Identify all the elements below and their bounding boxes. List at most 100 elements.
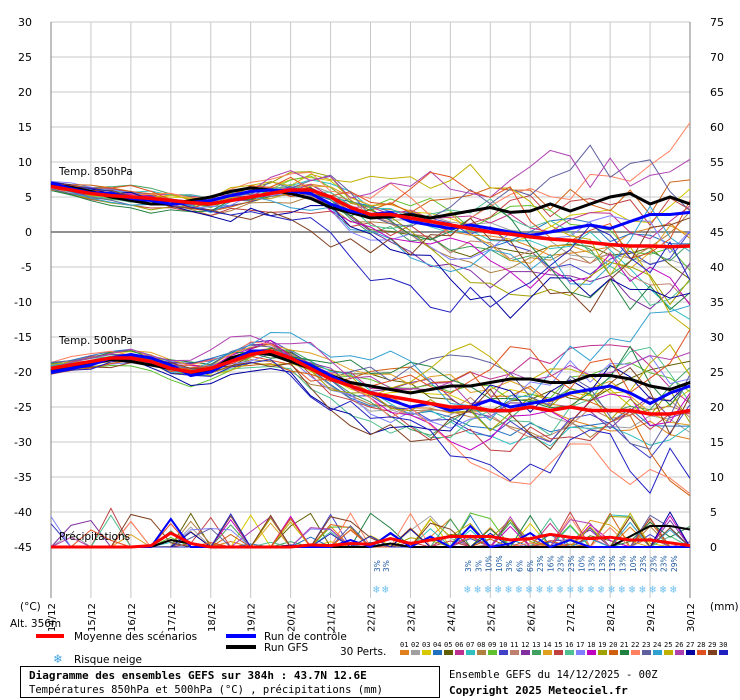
member-number: 19 [598, 641, 606, 649]
snowflake-icon: ❄ [464, 583, 471, 596]
snow-risk: 3%❄3%❄3%❄3%❄10%❄10%❄3%❄6%❄6%❄23%❄16%❄23%… [373, 555, 679, 596]
snow-pct-label: 6% [526, 560, 535, 572]
member-number: 12 [521, 641, 529, 649]
y2-tick-label: 75 [710, 16, 724, 29]
member-color-key: 01 02 03 04 05 06 07 08 09 10 11 12 13 14 15 16 17 18 19 20… [400, 641, 728, 655]
snowflake-icon: ❄ [577, 583, 584, 596]
right-axis-unit: (mm) [710, 601, 739, 613]
copyright: Copyright 2025 Meteociel.fr [449, 684, 628, 697]
snowflake-icon: ❄ [670, 583, 677, 596]
member-number: 30 [719, 641, 727, 649]
series-line-precip [51, 531, 691, 549]
member-number: 09 [488, 641, 496, 649]
member-swatch [609, 650, 618, 655]
y-tick-label: -40 [14, 506, 32, 519]
snow-pct-label: 3% [505, 560, 514, 572]
member-swatch [598, 650, 607, 655]
legend-snow-label: Risque neige [74, 654, 142, 666]
member-line-850 [50, 182, 691, 270]
y-tick-label: 15 [18, 121, 32, 134]
x-date-label: 20/12 [287, 603, 298, 632]
member-number: 14 [543, 641, 551, 649]
member-number: 02 [411, 641, 419, 649]
member-swatch [719, 650, 728, 655]
y-tick-label: -20 [14, 366, 32, 379]
snow-pct-label: 16% [546, 555, 555, 572]
y-tick-label: -15 [14, 331, 32, 344]
member-number: 05 [444, 641, 452, 649]
y2-tick-label: 10 [710, 471, 724, 484]
member-number: 25 [664, 641, 672, 649]
member-swatch [466, 650, 475, 655]
snowflake-icon: ❄ [567, 583, 574, 596]
member-swatch [708, 650, 717, 655]
member-swatch [675, 650, 684, 655]
x-date-label: 24/12 [446, 603, 457, 632]
member-number: 22 [631, 641, 639, 649]
member-swatch [422, 650, 431, 655]
snow-pct-label: 13% [619, 555, 628, 572]
x-date-label: 18/12 [207, 603, 218, 632]
main-series [50, 181, 691, 549]
snow-pct-label: 23% [557, 555, 566, 572]
snow-pct-label: 13% [588, 555, 597, 572]
member-swatch [642, 650, 651, 655]
snowflake-icon: ❄ [639, 583, 646, 596]
member-swatch [576, 650, 585, 655]
altitude-label: Alt. 356m [10, 618, 61, 630]
x-date-label: 27/12 [566, 603, 577, 632]
section-label-precip: Précipitations [59, 531, 130, 543]
y2-tick-label: 20 [710, 401, 724, 414]
snowflake-icon: ❄ [619, 583, 626, 596]
run-info: Ensemble GEFS du 14/12/2025 - 00Z [449, 669, 658, 681]
snowflake-icon: ❄ [474, 583, 481, 596]
member-swatch [686, 650, 695, 655]
x-date-label: 21/12 [327, 603, 338, 632]
member-number: 11 [510, 641, 518, 649]
member-number: 27 [686, 641, 694, 649]
member-swatch [433, 650, 442, 655]
member-swatch [532, 650, 541, 655]
y2-tick-label: 45 [710, 226, 724, 239]
snowflake-icon: ❄ [382, 583, 389, 596]
y2-tick-label: 70 [710, 51, 724, 64]
member-swatch [488, 650, 497, 655]
member-number: 07 [466, 641, 474, 649]
snow-pct-label: 10% [577, 555, 586, 572]
snowflake-icon: ❄ [649, 583, 656, 596]
snow-pct-label: 13% [598, 555, 607, 572]
snowflake-icon: ❄ [608, 583, 615, 596]
member-number: 26 [675, 641, 683, 649]
series-line-t850 [50, 182, 691, 220]
legend-control-label: Run de contrôle [264, 631, 347, 643]
member-swatch [543, 650, 552, 655]
member-number: 04 [433, 641, 441, 649]
snow-pct-label: 3% [373, 560, 382, 572]
snow-pct-label: 3% [382, 560, 391, 572]
x-date-label: 17/12 [167, 603, 178, 632]
member-number: 15 [554, 641, 562, 649]
member-swatch [697, 650, 706, 655]
legend-perts-label: 30 Perts. [340, 646, 386, 658]
snowflake-icon: ❄ [526, 583, 533, 596]
snow-pct-label: 6% [516, 560, 525, 572]
snow-pct-label: 23% [639, 555, 648, 572]
x-axis-dates: 14/12 15/12 16/12 17/12 18/12 19/12 20/12 21/12… [47, 603, 697, 632]
member-swatch [477, 650, 486, 655]
y-tick-label: -35 [14, 471, 32, 484]
snowflake-icon: ❄ [660, 583, 667, 596]
snow-pct-label: 10% [629, 555, 638, 572]
member-number: 16 [565, 641, 573, 649]
member-number: 13 [532, 641, 540, 649]
member-line-500 [50, 341, 691, 495]
y2-tick-label: 65 [710, 86, 724, 99]
member-swatch [400, 650, 409, 655]
x-date-label: 26/12 [526, 603, 537, 632]
snowflake-icon: ❄ [495, 583, 502, 596]
member-line-850 [50, 186, 691, 311]
series-line-t500 [50, 349, 691, 416]
y2-tick-label: 55 [710, 156, 724, 169]
x-date-label: 22/12 [367, 603, 378, 632]
member-swatch [664, 650, 673, 655]
member-number: 28 [697, 641, 705, 649]
